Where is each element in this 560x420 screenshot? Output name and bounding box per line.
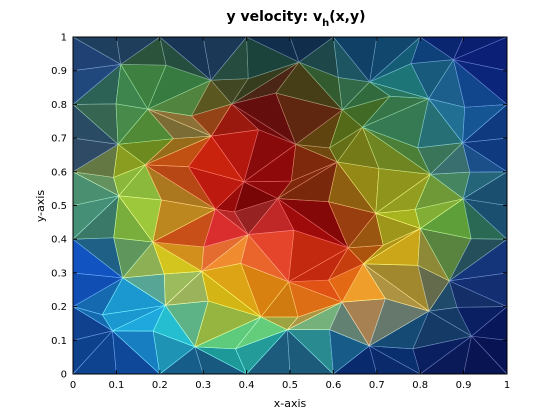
title-rest: (x,y) — [329, 9, 365, 25]
x-ticks: 0 0.1 0.2 0.3 0.4 0.5 0.6 0.7 0.8 0.9 1 — [70, 37, 510, 391]
x-tick-label: 0.7 — [369, 380, 385, 391]
triangle-mesh — [71, 35, 509, 375]
x-tick-label: 1 — [504, 380, 510, 391]
x-tick-label: 0.9 — [456, 380, 472, 391]
plot-area — [71, 35, 509, 375]
x-tick-label: 0.5 — [282, 380, 298, 391]
y-tick-label: 1 — [61, 33, 67, 44]
chart-title: y velocity: vh(x,y) — [227, 9, 366, 29]
x-tick-label: 0.3 — [195, 380, 211, 391]
title-subscript: h — [322, 18, 329, 29]
y-tick-label: 0.7 — [51, 134, 67, 145]
x-axis-label: x-axis — [274, 397, 307, 410]
x-tick-label: 0.8 — [412, 380, 428, 391]
x-tick-label: 0.2 — [152, 380, 168, 391]
x-tick-label: 0.6 — [325, 380, 341, 391]
y-tick-label: 0.2 — [51, 302, 67, 313]
y-tick-label: 0 — [61, 370, 67, 381]
y-axis-label: y-axis — [34, 190, 47, 223]
y-tick-label: 0.9 — [51, 66, 67, 77]
x-tick-label: 0 — [70, 380, 76, 391]
y-ticks: 0 0.1 0.2 0.3 0.4 0.5 0.6 0.7 0.8 0.9 1 — [51, 33, 507, 381]
y-tick-label: 0.8 — [51, 100, 67, 111]
x-tick-label: 0.4 — [239, 380, 255, 391]
title-main: y velocity: v — [227, 9, 323, 25]
x-tick-label: 0.1 — [108, 380, 124, 391]
y-tick-label: 0.6 — [51, 167, 67, 178]
y-tick-label: 0.1 — [51, 336, 67, 347]
y-tick-label: 0.5 — [51, 201, 67, 212]
y-tick-label: 0.4 — [51, 235, 67, 246]
y-tick-label: 0.3 — [51, 268, 67, 279]
